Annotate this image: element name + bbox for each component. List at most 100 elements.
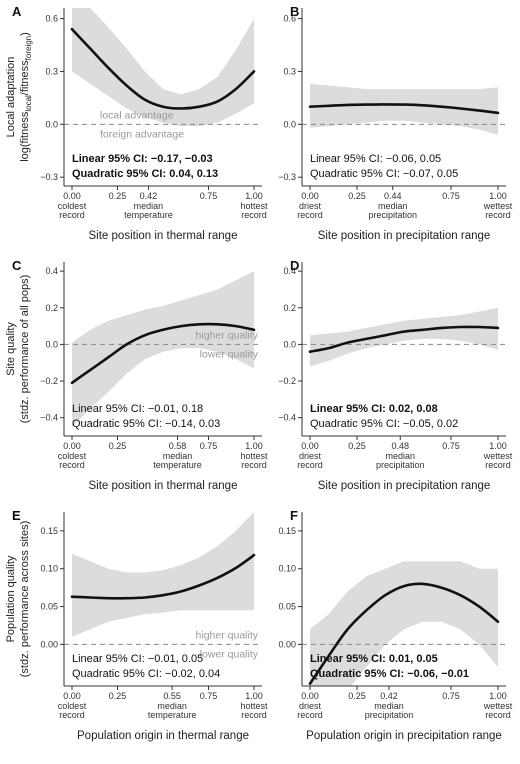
x-tick-sublabel: precipitation: [376, 460, 425, 470]
x-axis-title: Site position in precipitation range: [318, 480, 491, 492]
confidence-band: [72, 512, 254, 637]
y-tick-label: 0.3: [283, 66, 296, 76]
row-2-ylabel: Population quality (stdz. performance acr…: [5, 521, 31, 678]
fitted-line: [70, 27, 256, 110]
fitted-line: [308, 325, 500, 353]
fitted-line: [70, 322, 256, 385]
ci-text-linear: Linear 95% CI: −0.01, 0.18: [72, 403, 203, 415]
y-tick-label: 0.10: [278, 564, 296, 574]
annotation-above: local advantage: [100, 109, 174, 121]
ci-text-quadratic: Quadratic 95% CI: −0.06, −0.01: [310, 668, 469, 680]
y-tick-label: 0.2: [283, 303, 296, 313]
x-tick-label: 0.42: [140, 191, 158, 201]
ylabel-line-2: (stdz. performance of all pops): [19, 275, 31, 424]
x-tick-sublabel: driest: [299, 451, 322, 461]
x-tick-label: 0.75: [200, 441, 218, 451]
y-tick-label: −0.3: [40, 172, 58, 182]
x-tick-sublabel: coldest: [58, 451, 87, 461]
x-tick-sublabel: median: [134, 201, 164, 211]
x-axis-title: Site position in precipitation range: [318, 230, 491, 242]
x-tick-sublabel: record: [297, 710, 323, 720]
x-tick-sublabel: wettest: [483, 201, 513, 211]
x-tick-sublabel: record: [297, 210, 323, 220]
x-tick-label: 0.25: [109, 691, 127, 701]
x-axis-title: Population origin in thermal range: [77, 730, 249, 742]
x-tick-sublabel: coldest: [58, 701, 87, 711]
x-tick-label: 0.75: [442, 691, 460, 701]
x-tick-label: 0.42: [380, 691, 398, 701]
x-tick-label: 0.75: [442, 441, 460, 451]
x-tick-label: 1.00: [489, 441, 507, 451]
y-tick-label: 0.10: [40, 564, 58, 574]
x-tick-sublabel: median: [378, 201, 408, 211]
panel-letter-A: A: [12, 4, 22, 19]
x-tick-label: 0.75: [200, 191, 218, 201]
panel-letter-C: C: [12, 258, 22, 273]
y-tick-label: 0.15: [278, 526, 296, 536]
x-tick-label: 1.00: [489, 691, 507, 701]
y-tick-label: 0.05: [278, 602, 296, 612]
panel-letter-E: E: [12, 508, 21, 523]
x-tick-sublabel: wettest: [483, 451, 513, 461]
x-tick-sublabel: median: [385, 451, 415, 461]
x-tick-sublabel: median: [163, 451, 193, 461]
ci-text-quadratic: Quadratic 95% CI: −0.14, 0.03: [72, 418, 220, 430]
fitted-line: [308, 103, 500, 115]
row-0-ylabel: Local adaptation log(fitnesslocal/fitness…: [5, 32, 33, 162]
ci-text-quadratic: Quadratic 95% CI: 0.04, 0.13: [72, 168, 218, 180]
x-tick-label: 0.58: [169, 441, 187, 451]
ylabel-part-2: /fitness: [19, 60, 31, 95]
annotation-above: higher quality: [196, 329, 259, 341]
x-tick-sublabel: median: [157, 701, 187, 711]
y-tick-label: 0.0: [45, 339, 58, 349]
x-axis-title: Population origin in precipitation range: [306, 730, 502, 742]
x-tick-sublabel: driest: [299, 701, 322, 711]
x-tick-label: 0.25: [348, 441, 366, 451]
ci-text-linear: Linear 95% CI: 0.01, 0.05: [310, 653, 438, 665]
x-tick-label: 0.25: [348, 691, 366, 701]
x-tick-label: 0.44: [384, 191, 402, 201]
x-tick-sublabel: driest: [299, 201, 322, 211]
fitted-line: [70, 553, 256, 600]
x-tick-sublabel: precipitation: [365, 710, 414, 720]
x-tick-label: 0.25: [109, 191, 127, 201]
y-tick-label: 0.4: [283, 266, 296, 276]
y-tick-label: 0.4: [45, 266, 58, 276]
y-tick-label: −0.2: [40, 376, 58, 386]
y-tick-label: 0.0: [283, 119, 296, 129]
x-tick-sublabel: record: [59, 460, 85, 470]
x-tick-sublabel: wettest: [483, 701, 513, 711]
x-tick-label: 0.25: [348, 191, 366, 201]
x-tick-sublabel: precipitation: [368, 210, 417, 220]
ci-text-quadratic: Quadratic 95% CI: −0.07, 0.05: [310, 168, 458, 180]
y-tick-label: 0.0: [283, 339, 296, 349]
x-tick-label: 1.00: [245, 691, 263, 701]
confidence-band: [72, 271, 254, 427]
x-tick-sublabel: record: [59, 210, 85, 220]
ci-text-quadratic: Quadratic 95% CI: −0.02, 0.04: [72, 668, 220, 680]
x-tick-label: 0.00: [301, 441, 319, 451]
x-axis-title: Site position in thermal range: [89, 480, 238, 492]
x-tick-sublabel: record: [485, 710, 511, 720]
ylabel-line-2: log(fitnesslocal/fitnessforeign): [19, 32, 33, 162]
panel-letter-B: B: [290, 4, 299, 19]
x-tick-label: 0.75: [200, 691, 218, 701]
x-tick-sublabel: record: [297, 460, 323, 470]
x-tick-label: 1.00: [245, 441, 263, 451]
ylabel-part-3: foreign: [24, 36, 33, 60]
panel-letter-D: D: [290, 258, 299, 273]
x-tick-sublabel: temperature: [153, 460, 202, 470]
y-tick-label: 0.6: [45, 14, 58, 24]
confidence-band: [310, 561, 498, 686]
annotation-below: foreign advantage: [100, 128, 184, 140]
x-tick-sublabel: record: [241, 210, 267, 220]
x-tick-label: 0.00: [63, 691, 81, 701]
x-tick-sublabel: temperature: [148, 710, 197, 720]
x-tick-label: 1.00: [245, 191, 263, 201]
